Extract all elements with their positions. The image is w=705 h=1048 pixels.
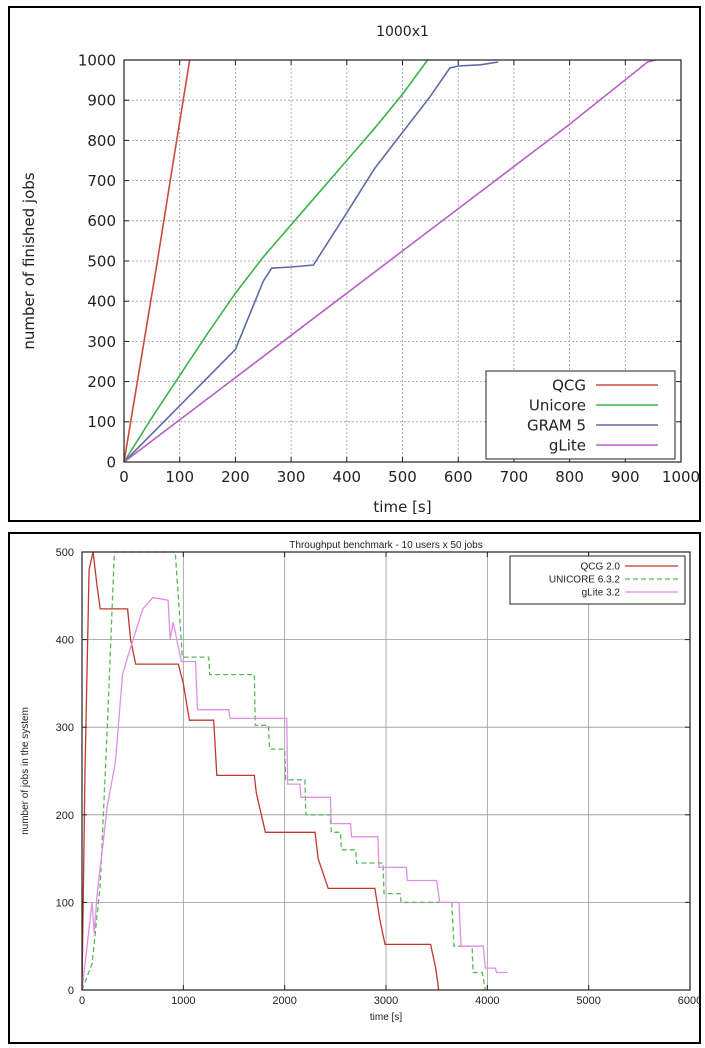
y-tick-label: 900 xyxy=(87,92,116,110)
x-tick-label: 500 xyxy=(388,468,417,486)
x-tick-label: 700 xyxy=(500,468,529,486)
y-tick-label: 400 xyxy=(87,293,116,311)
x-tick-label: 100 xyxy=(165,468,194,486)
x-tick-label: 800 xyxy=(555,468,584,486)
chart-title: Throughput benchmark - 10 users x 50 job… xyxy=(289,540,482,551)
y-tick-label: 300 xyxy=(87,333,116,351)
x-tick-label: 600 xyxy=(444,468,473,486)
chart-title: 1000x1 xyxy=(376,24,429,40)
y-tick-label: 0 xyxy=(106,453,116,471)
x-axis-label: time [s] xyxy=(373,498,431,516)
y-tick-label: 500 xyxy=(87,252,116,270)
series-line-qcg xyxy=(123,59,191,463)
x-tick-label: 3000 xyxy=(374,995,398,1007)
series-line-glite xyxy=(123,59,657,463)
series-line-gram-5 xyxy=(123,61,499,463)
legend-label-gram-5: GRAM 5 xyxy=(527,416,586,434)
y-tick-label: 200 xyxy=(87,373,116,391)
y-tick-label: 300 xyxy=(56,722,74,734)
y-tick-label: 600 xyxy=(87,212,116,230)
y-tick-label: 200 xyxy=(56,810,74,822)
series-line-unicore-6-3-2 xyxy=(81,551,486,991)
y-axis-label: number of jobs in the system xyxy=(20,707,31,835)
legend-label-unicore-6-3-2: UNICORE 6.3.2 xyxy=(549,575,621,586)
legend-label-glite-3-2: gLite 3.2 xyxy=(582,588,621,599)
legend-label-qcg: QCG xyxy=(552,376,586,394)
x-tick-label: 400 xyxy=(332,468,361,486)
y-tick-label: 800 xyxy=(87,132,116,150)
x-tick-label: 4000 xyxy=(475,995,499,1007)
y-tick-label: 0 xyxy=(68,985,74,997)
y-tick-label: 100 xyxy=(56,897,74,909)
legend-label-glite: gLite xyxy=(549,436,586,454)
x-tick-label: 2000 xyxy=(272,995,296,1007)
y-tick-label: 500 xyxy=(56,547,74,559)
x-tick-label: 900 xyxy=(611,468,640,486)
x-tick-label: 0 xyxy=(79,995,85,1007)
series-line-glite-3-2 xyxy=(81,596,508,991)
y-tick-label: 400 xyxy=(56,635,74,647)
x-axis-label: time [s] xyxy=(370,1012,402,1023)
x-tick-label: 0 xyxy=(119,468,129,486)
legend-label-qcg-2-0: QCG 2.0 xyxy=(581,562,621,573)
legend-label-unicore: Unicore xyxy=(529,396,586,414)
x-tick-label: 200 xyxy=(221,468,250,486)
x-tick-label: 1000 xyxy=(171,995,195,1007)
x-tick-label: 5000 xyxy=(576,995,600,1007)
finished-jobs-chart: 0 100 200 300 400 500 600 700 800 900 1000 0 100 200 3… xyxy=(20,24,699,516)
y-tick-label: 700 xyxy=(87,172,116,190)
y-tick-label: 1000 xyxy=(78,51,116,69)
series-line-unicore xyxy=(123,59,429,463)
top-chart-panel: 0 100 200 300 400 500 600 700 800 900 1000 0 100 200 3… xyxy=(8,6,701,522)
series-line-qcg-2-0 xyxy=(81,551,440,991)
legend-box xyxy=(509,555,686,605)
y-tick-label: 100 xyxy=(87,413,116,431)
y-axis-label: number of finished jobs xyxy=(20,172,38,349)
x-tick-label: 300 xyxy=(277,468,306,486)
x-tick-label: 1000 xyxy=(662,468,699,486)
